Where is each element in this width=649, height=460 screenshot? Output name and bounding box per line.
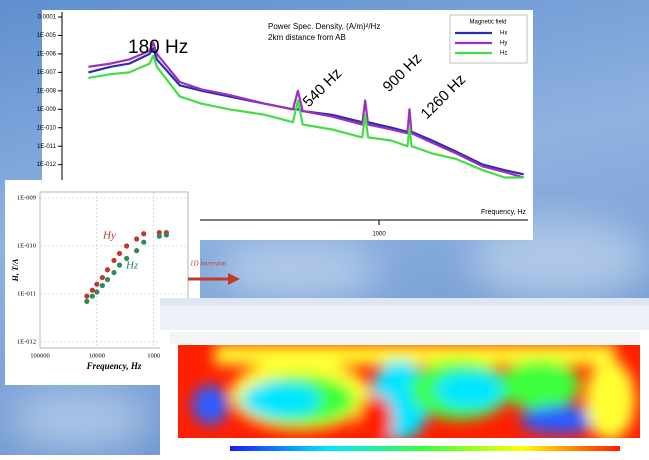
data-point: [104, 267, 111, 273]
chart-title: Power Spec. Density, (A/m)²/Hz: [268, 22, 380, 31]
data-point: [89, 287, 95, 293]
y-axis-label: H, T/A: [11, 258, 20, 282]
data-point: [94, 289, 100, 295]
x-tick-label: 100000: [30, 352, 50, 359]
legend-label: Hy: [500, 41, 507, 47]
toolbar: [160, 306, 649, 330]
data-point: [124, 255, 130, 262]
data-point: [99, 274, 105, 281]
data-point: [141, 231, 147, 237]
x-tick-label: 1000: [372, 232, 386, 238]
data-point: [104, 276, 111, 283]
x-axis-label: Frequency, Hz: [481, 209, 526, 216]
data-point: [156, 230, 162, 236]
data-point: [156, 233, 162, 239]
y-tick-label: 1E-009: [17, 194, 36, 201]
y-tick-label: 1E-007: [37, 70, 57, 76]
data-point: [116, 250, 123, 257]
series-line: [88, 54, 524, 179]
data-point: [111, 257, 117, 264]
y-tick-label: 1E-008: [37, 88, 57, 94]
heatmap: [178, 345, 640, 438]
data-point: [94, 281, 100, 287]
y-tick-label: 1E-011: [17, 290, 36, 297]
y-tick-label: 1E-009: [37, 107, 57, 113]
x-axis-label: Frequency, Hz: [86, 361, 142, 371]
colorbar: [230, 446, 620, 451]
data-point: [111, 269, 117, 276]
plot-area: [88, 41, 525, 179]
y-tick-label: 1E-010: [17, 242, 36, 249]
arrow-head: [228, 273, 240, 285]
series-label: Hy: [102, 230, 116, 242]
chart-subtitle: 2km distance from AB: [268, 33, 346, 42]
header-strip: [170, 332, 640, 344]
y-tick-label: 1E-006: [37, 51, 57, 57]
inversion-screenshot: [160, 298, 649, 455]
series-label: Hz: [125, 260, 139, 272]
x-tick-label: 1000: [147, 352, 160, 359]
y-tick-label: 1E-012: [37, 162, 57, 168]
y-tick-label: 1E-010: [37, 125, 57, 131]
data-point: [124, 243, 130, 249]
legend-label: Hx: [500, 31, 507, 37]
series-line: [88, 41, 525, 179]
data-point: [89, 293, 95, 299]
data-point: [141, 239, 147, 245]
x-tick-label: 10000: [89, 352, 105, 359]
y-tick-label: 0.0001: [38, 15, 57, 21]
y-tick-label: 1E-012: [17, 338, 36, 345]
legend-title: Magnetic field: [469, 20, 506, 26]
y-tick-label: 1E-005: [37, 33, 57, 39]
title-bar: [160, 298, 649, 306]
data-point: [84, 293, 90, 299]
legend-label: Hz: [500, 51, 507, 57]
y-tick-label: 1E-011: [37, 144, 57, 150]
data-point: [99, 282, 105, 289]
data-point: [134, 248, 140, 254]
data-point: [163, 232, 169, 238]
data-point: [134, 236, 140, 242]
clouds: [10, 220, 649, 450]
data-point: [84, 298, 90, 305]
data-point: [116, 262, 123, 268]
annotation: 1D inversion: [190, 260, 227, 268]
legend-box: [449, 14, 528, 64]
peak-label: 180 Hz: [128, 37, 188, 58]
